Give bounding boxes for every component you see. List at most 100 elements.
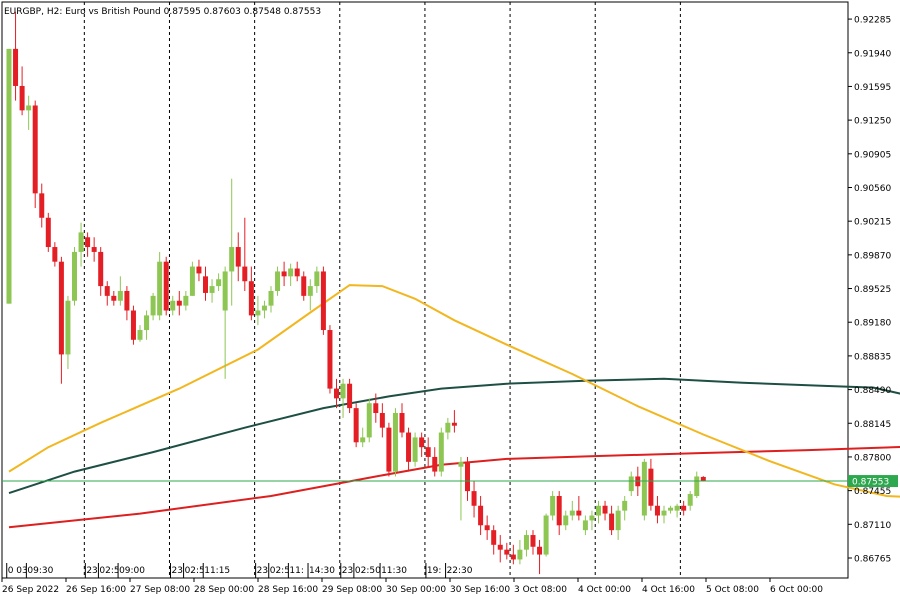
- candle-99[interactable]: [654, 495, 660, 524]
- candle-88[interactable]: [582, 515, 588, 536]
- candle-15[interactable]: [104, 281, 110, 306]
- candle-37[interactable]: [248, 266, 254, 321]
- candle-13[interactable]: [91, 237, 97, 262]
- candle-79[interactable]: [523, 530, 529, 557]
- candle-25[interactable]: [170, 295, 176, 316]
- candle-40[interactable]: [268, 286, 274, 313]
- candle-70[interactable]: [465, 456, 470, 501]
- candle-74[interactable]: [491, 525, 497, 555]
- candle-65[interactable]: [432, 447, 438, 477]
- candle-57[interactable]: [379, 403, 385, 438]
- candle-81[interactable]: [537, 539, 543, 575]
- candle-72[interactable]: [478, 495, 484, 536]
- candle-35[interactable]: [235, 232, 241, 282]
- candle-14[interactable]: [98, 247, 104, 296]
- candle-80[interactable]: [530, 530, 536, 555]
- candle-38[interactable]: [255, 295, 261, 326]
- candle-64[interactable]: [425, 437, 431, 467]
- candle-29[interactable]: [196, 259, 202, 282]
- candle-24[interactable]: [163, 256, 169, 316]
- candle-56[interactable]: [373, 393, 379, 423]
- candle-78[interactable]: [517, 539, 523, 565]
- candle-54[interactable]: [360, 427, 366, 448]
- candle-23[interactable]: [157, 251, 163, 321]
- candle-28[interactable]: [189, 261, 195, 296]
- candle-18[interactable]: [124, 286, 130, 321]
- candle-50[interactable]: [334, 378, 339, 409]
- candle-3[interactable]: [26, 95, 32, 130]
- candle-86[interactable]: [569, 500, 575, 521]
- candle-91[interactable]: [602, 500, 608, 521]
- candle-101[interactable]: [668, 505, 674, 514]
- candles[interactable]: [6, 11, 706, 575]
- candle-19[interactable]: [130, 305, 136, 345]
- candle-58[interactable]: [386, 422, 392, 477]
- candle-93[interactable]: [615, 505, 621, 540]
- candle-105[interactable]: [694, 471, 700, 498]
- candle-10[interactable]: [72, 247, 77, 306]
- candle-0[interactable]: [6, 48, 12, 304]
- candle-55[interactable]: [366, 398, 372, 443]
- candle-53[interactable]: [353, 403, 359, 448]
- candle-30[interactable]: [203, 266, 208, 301]
- candle-95[interactable]: [628, 471, 634, 496]
- candle-87[interactable]: [576, 495, 582, 521]
- candle-7[interactable]: [52, 242, 58, 267]
- candle-59[interactable]: [392, 408, 398, 477]
- candle-45[interactable]: [301, 271, 307, 301]
- candle-43[interactable]: [288, 263, 294, 287]
- candle-73[interactable]: [484, 515, 490, 540]
- candle-41[interactable]: [275, 266, 281, 296]
- candle-20[interactable]: [137, 325, 143, 342]
- candle-17[interactable]: [117, 276, 123, 306]
- candle-75[interactable]: [497, 535, 503, 563]
- candle-36[interactable]: [242, 217, 248, 291]
- candle-39[interactable]: [261, 300, 267, 319]
- candle-26[interactable]: [176, 290, 182, 316]
- candle-71[interactable]: [471, 481, 477, 518]
- candle-21[interactable]: [144, 310, 150, 340]
- candle-12[interactable]: [85, 232, 91, 257]
- candle-1[interactable]: [13, 11, 19, 101]
- candle-90[interactable]: [596, 500, 601, 524]
- candle-97[interactable]: [641, 458, 647, 521]
- candle-16[interactable]: [111, 290, 117, 306]
- candle-27[interactable]: [183, 290, 189, 311]
- candle-68[interactable]: [451, 410, 457, 433]
- candle-85[interactable]: [563, 510, 569, 531]
- candle-67[interactable]: [445, 417, 451, 440]
- candle-46[interactable]: [307, 279, 313, 311]
- candle-2[interactable]: [19, 66, 25, 116]
- candle-66[interactable]: [438, 427, 444, 477]
- candle-44[interactable]: [294, 261, 300, 282]
- candle-62[interactable]: [412, 432, 418, 467]
- candle-94[interactable]: [622, 495, 628, 521]
- candle-4[interactable]: [32, 100, 38, 208]
- candle-103[interactable]: [681, 500, 687, 516]
- candle-48[interactable]: [320, 266, 326, 335]
- candle-42[interactable]: [281, 261, 287, 287]
- candle-104[interactable]: [687, 491, 693, 511]
- candle-61[interactable]: [406, 427, 412, 472]
- candle-63[interactable]: [419, 432, 425, 457]
- candle-6[interactable]: [45, 212, 51, 252]
- candle-32[interactable]: [216, 273, 222, 291]
- candle-22[interactable]: [150, 292, 156, 321]
- candle-77[interactable]: [510, 544, 516, 565]
- candle-5[interactable]: [39, 183, 45, 228]
- candle-83[interactable]: [550, 491, 556, 521]
- candle-84[interactable]: [556, 491, 562, 536]
- candle-47[interactable]: [314, 266, 320, 293]
- candle-60[interactable]: [399, 403, 405, 438]
- candle-100[interactable]: [661, 505, 667, 524]
- candle-76[interactable]: [504, 542, 510, 560]
- candle-82[interactable]: [543, 513, 549, 557]
- candle-11[interactable]: [78, 222, 84, 267]
- candle-33[interactable]: [222, 266, 228, 379]
- candle-8[interactable]: [58, 256, 64, 384]
- candle-34[interactable]: [229, 178, 235, 306]
- candle-31[interactable]: [209, 279, 215, 303]
- candle-98[interactable]: [648, 458, 654, 511]
- candle-49[interactable]: [327, 325, 333, 394]
- candle-51[interactable]: [340, 378, 346, 418]
